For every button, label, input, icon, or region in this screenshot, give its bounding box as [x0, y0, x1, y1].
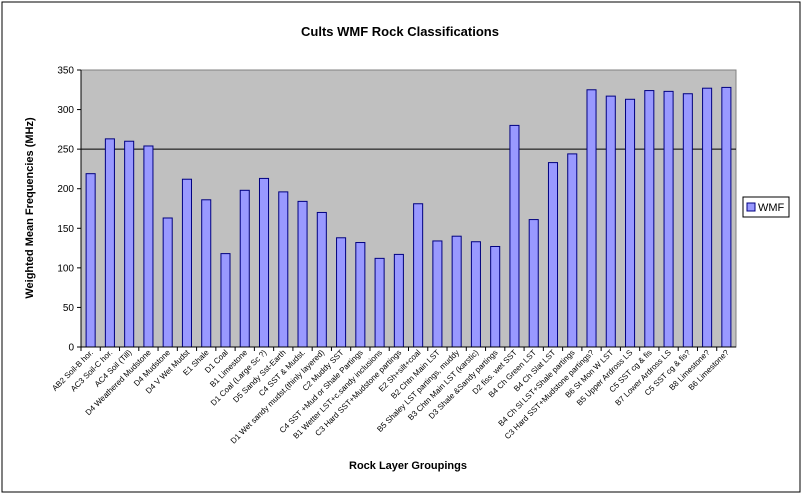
bar — [644, 90, 655, 348]
bar — [355, 242, 366, 348]
bar — [85, 173, 96, 348]
bar — [470, 241, 481, 348]
bar — [220, 253, 231, 348]
y-tick-label: 50 — [63, 303, 75, 314]
chart-title: Cults WMF Rock Classifications — [301, 24, 499, 39]
bar — [702, 87, 713, 348]
bar — [413, 203, 424, 348]
bar — [278, 191, 289, 348]
legend-box — [742, 196, 790, 218]
bar — [586, 89, 597, 348]
bar — [393, 253, 404, 348]
bar — [316, 211, 327, 348]
bars-group — [85, 86, 732, 348]
bar — [625, 98, 636, 348]
bar — [547, 162, 559, 348]
bar — [258, 177, 270, 348]
y-axis-ticks: 0 50 100 150 200 250 300 350 — [57, 66, 81, 354]
bar — [181, 178, 192, 348]
bar — [528, 219, 539, 348]
bar — [124, 140, 135, 348]
bar — [143, 145, 154, 348]
bar — [432, 240, 443, 348]
bar — [721, 86, 732, 348]
y-tick-label: 350 — [57, 66, 74, 77]
bar — [509, 124, 520, 348]
x-axis-title: Rock Layer Groupings — [349, 460, 467, 472]
bar — [567, 153, 578, 348]
y-tick-label: 100 — [57, 263, 74, 274]
y-axis-title: Weighted Mean Frequencies (MHz) — [24, 117, 36, 299]
bar — [490, 245, 501, 348]
bar — [162, 217, 173, 348]
bar — [605, 95, 616, 348]
legend-label: WMF — [758, 202, 785, 214]
bar — [239, 189, 250, 348]
bar — [451, 235, 462, 348]
y-tick-label: 200 — [57, 184, 74, 195]
bar — [104, 138, 115, 348]
bar — [336, 237, 347, 348]
bar — [297, 200, 308, 348]
bar — [374, 257, 385, 348]
y-tick-label: 150 — [57, 224, 74, 235]
legend-swatch — [746, 202, 756, 212]
bar — [201, 199, 212, 348]
y-tick-label: 250 — [57, 145, 74, 156]
bar — [663, 90, 674, 348]
y-tick-label: 300 — [57, 105, 74, 116]
legend: WMF — [742, 196, 790, 218]
bar — [682, 93, 693, 348]
plot-area — [80, 69, 737, 348]
y-tick-label: 0 — [68, 343, 74, 354]
